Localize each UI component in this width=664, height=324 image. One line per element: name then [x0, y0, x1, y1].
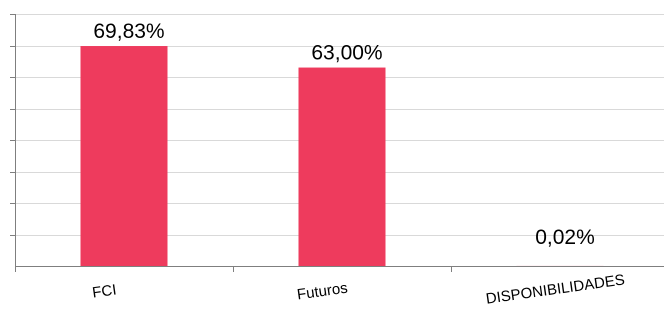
value-labels: 69,83% 63,00% 0,02% — [93, 20, 594, 249]
bars — [80, 46, 604, 267]
category-label: Futuros — [296, 280, 349, 304]
bar-fci — [80, 46, 168, 267]
category-label: FCI — [91, 281, 117, 301]
value-label: 69,83% — [93, 20, 164, 43]
category-labels: FCI Futuros DISPONIBILIDADES — [91, 271, 626, 307]
value-label: 63,00% — [311, 42, 382, 65]
value-label: 0,02% — [535, 226, 595, 249]
category-label: DISPONIBILIDADES — [485, 271, 626, 307]
x-axis — [15, 266, 664, 272]
bar-futuros — [298, 67, 386, 266]
